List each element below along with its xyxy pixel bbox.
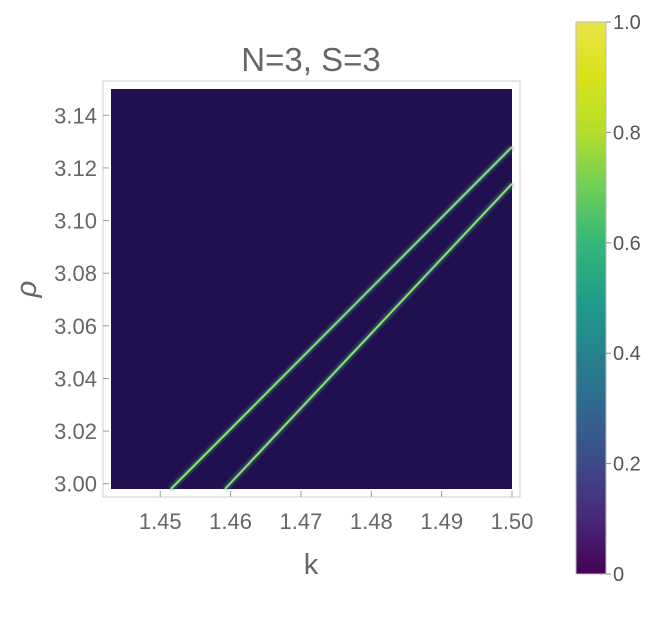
- x-tick-label: 1.48: [350, 509, 393, 534]
- y-tick-label: 3.12: [54, 156, 97, 181]
- x-tick-label: 1.50: [491, 509, 534, 534]
- ridge-lines: [168, 144, 515, 492]
- colorbar-tick-label: 0: [613, 564, 624, 586]
- chart-title: N=3, S=3: [241, 41, 380, 78]
- colorbar-tick-label: 0.2: [613, 454, 641, 476]
- y-tick-label: 3.02: [54, 419, 97, 444]
- x-tick-label: 1.49: [420, 509, 463, 534]
- colorbar: [575, 21, 607, 575]
- ridge-line-2: [224, 183, 513, 490]
- y-tick-label: 3.04: [54, 366, 97, 391]
- x-tick-label: 1.45: [139, 509, 182, 534]
- x-tick-label: 1.47: [280, 509, 323, 534]
- y-axis-label: ρ: [11, 281, 43, 299]
- colorbar-ticks: 0 0.2 0.4 0.6 0.8 1.0: [606, 12, 641, 586]
- heatmap-background: [111, 89, 512, 489]
- x-axis-label: k: [304, 549, 319, 581]
- y-tick-label: 3.08: [54, 261, 97, 286]
- colorbar-tick-label: 0.8: [613, 122, 641, 144]
- y-tick-label: 3.10: [54, 209, 97, 234]
- y-tick-label: 3.14: [54, 103, 97, 128]
- colorbar-tick-label: 1.0: [613, 12, 641, 34]
- colorbar-tick-label: 0.4: [613, 343, 641, 365]
- colorbar-tick-label: 0.6: [613, 233, 641, 255]
- x-axis-ticks: 1.45 1.46 1.47 1.48 1.49 1.50: [139, 491, 534, 534]
- y-axis-ticks: 3.00 3.02 3.04 3.06 3.08 3.10 3.12 3.14: [54, 103, 109, 497]
- y-tick-label: 3.06: [54, 314, 97, 339]
- ridge-line-1: [170, 146, 513, 490]
- x-tick-label: 1.46: [209, 509, 252, 534]
- y-tick-label: 3.00: [54, 472, 97, 497]
